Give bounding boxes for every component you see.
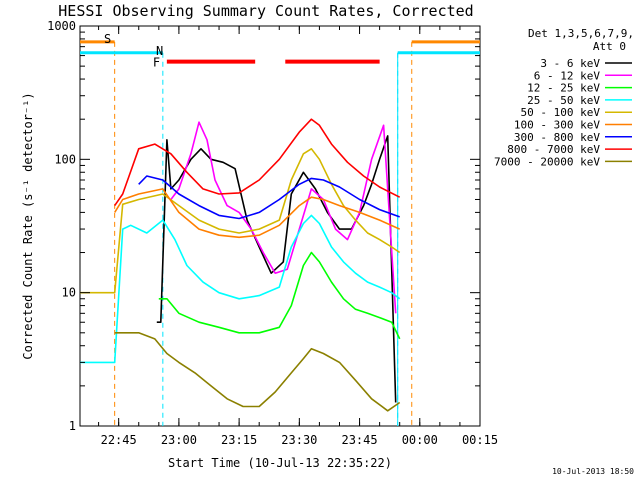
x-tick-label: 22:45 (101, 433, 137, 447)
series-line-2 (158, 251, 401, 340)
legend-entry-label: 50 - 100 keV (521, 106, 601, 119)
x-tick-label: 00:15 (462, 433, 498, 447)
x-tick-label: 00:00 (402, 433, 438, 447)
legend-entry-label: 800 - 7000 keV (507, 143, 600, 156)
y-axis-label: Corrected Count Rate (s⁻¹ detector⁻¹) (21, 92, 35, 359)
series-line-4 (80, 148, 401, 294)
series-line-5 (114, 188, 401, 239)
status-annotations: S NF (80, 32, 480, 426)
legend-title-line-2: Att 0 (593, 40, 626, 53)
x-tick-label: 23:30 (281, 433, 317, 447)
plot-frame (79, 25, 481, 427)
data-series (80, 118, 401, 412)
timestamp: 10-Jul-2013 18:50 (552, 467, 634, 476)
legend-entry-label: 25 - 50 keV (527, 94, 600, 107)
x-axis: 22:45 23:00 23:15 23:30 23:45 00:00 00:15 (98, 26, 498, 447)
series-line-0 (156, 135, 397, 403)
y-tick-label: 10 (62, 286, 76, 300)
flare-label: F (153, 56, 160, 70)
chart-title: HESSI Observing Summary Count Rates, Cor… (58, 2, 473, 20)
y-tick-label: 1 (69, 419, 76, 433)
series-line-1 (170, 121, 397, 314)
series-line-3 (80, 214, 401, 364)
saa-label: S (104, 32, 111, 46)
x-tick-label: 23:45 (341, 433, 377, 447)
legend-entry-label: 7000 - 20000 keV (494, 155, 600, 168)
y-tick-label: 1000 (47, 19, 76, 33)
series-line-7 (114, 118, 401, 207)
y-axis: 1 10 100 1000 (47, 19, 480, 433)
x-axis-label: Start Time (10-Jul-13 22:35:22) (168, 456, 392, 470)
legend-entry-label: 6 - 12 keV (534, 69, 601, 82)
legend-entry-label: 100 - 300 keV (514, 119, 600, 132)
series-line-8 (114, 331, 401, 412)
x-tick-label: 23:15 (221, 433, 257, 447)
x-tick-label: 23:00 (161, 433, 197, 447)
legend-title-line-1: Det 1,3,5,6,7,9, (528, 27, 634, 40)
legend-entry-label: 12 - 25 keV (527, 82, 600, 95)
night-label: N (156, 44, 163, 58)
legend-entry-label: 300 - 800 keV (514, 131, 600, 144)
y-tick-label: 100 (54, 152, 76, 166)
legend-entry-label: 3 - 6 keV (540, 57, 600, 70)
series-line-6 (138, 175, 400, 220)
